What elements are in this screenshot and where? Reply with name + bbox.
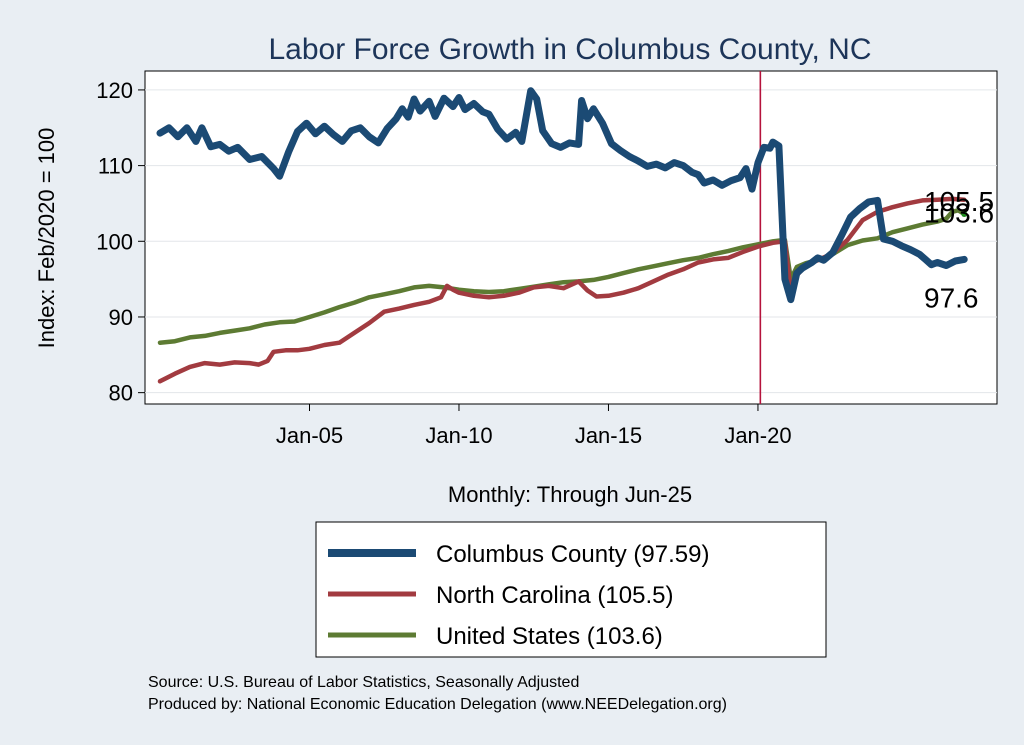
- x-tick-label: Jan-05: [276, 423, 343, 448]
- series-line-0: [156, 87, 968, 304]
- gridlines: [145, 89, 997, 394]
- y-axis-label: Index: Feb/2020 = 100: [34, 128, 59, 349]
- y-tick-label: 110: [98, 154, 133, 179]
- legend: Columbus County (97.59) North Carolina (1…: [315, 521, 827, 658]
- x-tick-label: Jan-15: [575, 423, 642, 448]
- legend-label-1: North Carolina (105.5): [436, 582, 673, 609]
- y-axis: 80 90 100 110 120: [96, 78, 145, 406]
- end-label-0: 97.6: [924, 282, 979, 313]
- x-tick-label: Jan-20: [724, 423, 791, 448]
- y-tick-label: 100: [96, 229, 133, 254]
- end-label-2: 103.6: [924, 198, 994, 229]
- legend-label-0: Columbus County (97.59): [436, 541, 709, 568]
- end-label-1: 105.5: [924, 186, 994, 217]
- y-tick-label: 120: [96, 78, 133, 103]
- x-axis-label: Monthly: Through Jun-25: [448, 482, 692, 507]
- source-note: Source: U.S. Bureau of Labor Statistics,…: [148, 674, 579, 691]
- x-axis: Jan-05 Jan-10 Jan-15 Jan-20: [276, 404, 792, 448]
- chart-title: Labor Force Growth in Columbus County, N…: [268, 33, 871, 66]
- producer-note: Produced by: National Economic Education…: [148, 696, 727, 713]
- series-line-2: [157, 208, 967, 345]
- x-tick-label: Jan-10: [425, 423, 492, 448]
- y-tick-label: 90: [109, 305, 133, 330]
- series-end-marker: [961, 211, 968, 218]
- series-layer: [156, 71, 968, 404]
- legend-label-2: United States (103.6): [436, 623, 663, 650]
- y-tick-label: 80: [109, 381, 133, 406]
